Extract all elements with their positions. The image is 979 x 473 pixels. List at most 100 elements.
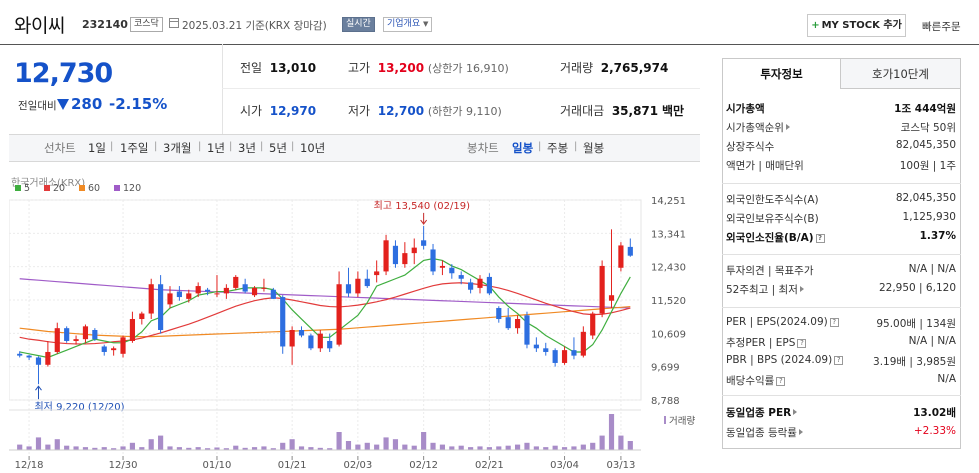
candle [336,271,342,347]
volume-bar [242,447,248,450]
candle [317,330,323,352]
help-icon[interactable]: ? [776,377,786,386]
candle [139,311,145,325]
info-row: 외국인보유주식수(B) 1,125,930 [726,211,956,227]
candle-weekly[interactable]: 주봉 [547,141,569,155]
period-1d[interactable]: 1일 [88,141,106,155]
volume-bar [411,445,417,450]
candle [261,278,267,292]
low-value: 12,700 [377,104,425,118]
low-arrow-head [35,385,42,391]
my-stock-add-button[interactable]: + MY STOCK 추가 [807,14,906,37]
separator: | [229,141,233,152]
period-10y[interactable]: 10년 [300,141,326,155]
period-3y[interactable]: 3년 [238,141,256,155]
candle [195,282,201,298]
panel-divider [722,307,961,308]
candle-body [458,275,464,279]
line-chart-label: 선차트 [44,141,76,155]
info-row: 액면가 | 매매단위 100원 | 1주 [726,158,956,174]
realtime-button[interactable]: 실시간 [342,17,375,32]
volume-bar [561,447,568,450]
plus-icon: + [811,20,820,31]
candle [477,275,483,294]
price-divider [222,44,223,134]
volume-bar [364,442,370,450]
info-value: 82,045,350 [895,139,956,151]
my-stock-add-label: MY STOCK 추가 [821,20,902,31]
candle-body [402,253,408,265]
volume-bar [505,445,511,450]
volume-bar [223,448,229,450]
candle [599,260,605,318]
candle [270,287,276,299]
volume-bar [101,447,107,450]
info-row: 시가총액순위 코스닥 50위 [726,120,956,136]
volume-bar [298,446,305,450]
candlestick-chart[interactable]: 5 20 60 120 14,251 13,341 12,430 11,520 10,609 9… [9,170,709,473]
high-arrow-head [420,219,428,225]
quick-order-link[interactable]: 빠른주문 [922,21,961,33]
volume-bar [477,446,483,450]
candle-body [590,313,596,336]
high-label: 고가 [348,61,371,75]
y-axis: 14,251 13,341 12,430 11,520 10,609 9,699 8,788 [651,196,686,407]
low-price: 저가 12,700 (하한가 9,110) [348,102,502,119]
volume-bar [430,442,436,450]
candle [514,315,521,334]
help-icon[interactable]: ? [797,339,807,348]
info-label: 시가총액 [726,103,765,115]
info-label: PBR | BPS (2024.09) [726,354,833,366]
legend-swatch [79,185,85,191]
period-1y[interactable]: 1년 [207,141,225,155]
candle [449,264,455,279]
candle [289,326,295,365]
candle [571,337,577,360]
info-row: 추정PER | EPS? N/A | N/A [726,335,956,351]
period-3m[interactable]: 3개월 [163,141,192,155]
chart-period-bar [9,134,700,162]
candle-body [505,317,511,329]
period-5y[interactable]: 5년 [269,141,287,155]
info-row: 시가총액 1조 444억원 [726,101,956,117]
volume-bar [533,446,539,450]
candle-body [26,355,32,358]
tab-invest-info[interactable]: 투자정보 [722,58,841,89]
candle-body [195,286,201,294]
company-overview-select[interactable]: 기업개요 ▼ [383,17,433,32]
help-icon[interactable]: ? [815,234,825,243]
help-icon[interactable]: ? [829,318,839,327]
candle [129,311,136,343]
candle-daily[interactable]: 일봉 [512,141,534,155]
caret-right-icon[interactable] [785,124,790,130]
volume-bar [129,442,136,450]
volume-bar [421,432,427,450]
tab-order-book[interactable]: 호가10단계 [841,58,961,89]
volume-bar [486,447,492,450]
caret-right-icon[interactable] [798,429,803,435]
candle [242,278,248,294]
candle-body [223,287,229,294]
change-percent: -2.15% [109,95,168,113]
period-1w[interactable]: 1주일 [120,141,149,155]
candle [355,271,361,298]
separator: | [154,141,158,152]
info-value: 100원 | 1주 [899,160,956,172]
volume-bar [374,444,380,450]
info-label: 동일업종 등락률 [726,427,797,439]
volume-bar [139,447,145,450]
caret-right-icon[interactable] [799,286,804,292]
info-row: 외국인소진율(B/A)? 1.37% [726,230,956,246]
candle [73,335,79,345]
candle-body [233,276,239,288]
candle-monthly[interactable]: 월봉 [583,141,605,155]
invest-info-panel [722,89,961,449]
info-value: N/A | N/A [908,335,956,347]
high-value: 13,200 [377,61,425,75]
y-tick-label: 13,341 [651,229,686,240]
volume-bar [176,447,182,450]
help-icon[interactable]: ? [834,356,844,365]
caret-right-icon[interactable] [793,409,798,415]
volume-bar [402,444,408,450]
volume-bar [618,435,624,450]
